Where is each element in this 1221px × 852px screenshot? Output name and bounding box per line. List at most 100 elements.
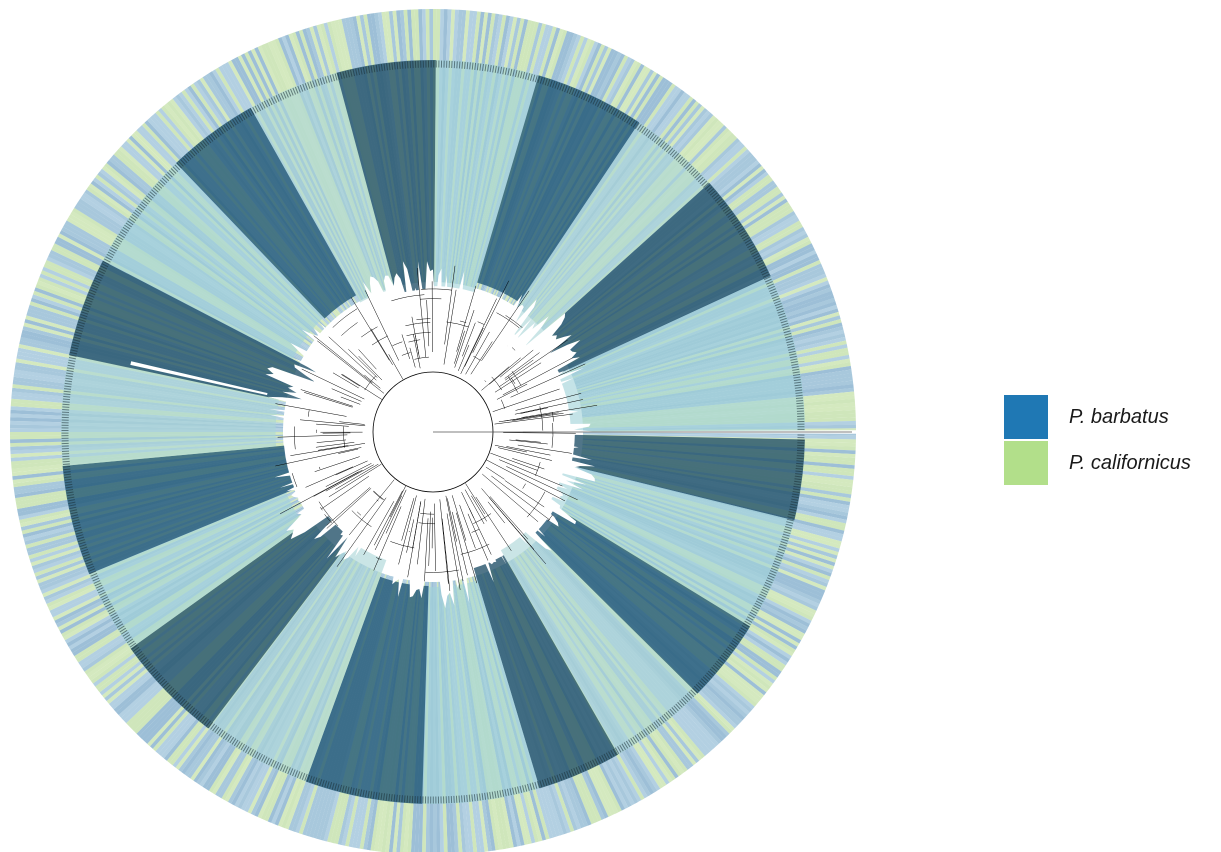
branch-line [467,513,489,561]
branch-arc [460,543,490,555]
branch-line [504,352,540,379]
branch-arc [320,507,323,511]
inner-white-area [265,261,598,609]
branch-arc [406,331,431,336]
branch-line [481,488,535,550]
branch-line [316,439,347,443]
clade-sector [500,527,698,755]
branch-line [428,511,431,566]
branch-arc [507,376,519,393]
branch-line [389,485,406,518]
branch-arc [375,557,382,561]
branch-line [471,495,487,522]
branch-line [364,290,400,361]
branch-line [489,496,529,540]
branch-line [406,519,415,553]
legend-swatch-californicus [1004,441,1048,485]
legend-swatch-barbatus [1004,395,1048,439]
branch-line [499,339,568,387]
branch-line [374,490,403,546]
branch-arc [390,541,415,549]
legend-label-californicus: P. californicus [1069,451,1191,474]
branch-line [517,444,572,454]
branch-line [458,344,470,372]
branch-arc [332,308,358,328]
legend-label-barbatus: P. barbatus [1069,405,1169,428]
branch-line [401,334,410,360]
branch-arc [414,356,429,360]
legend-item-californicus: P. californicus [1004,441,1191,485]
branch-arc [324,514,332,524]
branch-line [481,290,530,361]
branch-line [506,446,551,456]
branch-line [313,469,363,497]
branch-line [494,362,542,393]
branch-line [342,373,383,400]
branch-line [336,497,387,567]
clade-sector [557,275,805,432]
branch-line [504,359,534,381]
branch-arc [477,321,485,325]
branch-arc [372,491,383,500]
branch-line [325,464,374,492]
ring-segment [582,433,856,440]
branch-line [481,366,510,391]
branch-line [498,447,552,461]
branch-line [315,442,355,448]
branch-line [451,495,467,541]
branch-line [520,407,548,414]
clade-sector [477,75,640,303]
branch-line [496,383,528,400]
branch-arc [351,510,372,527]
branch-line [512,412,564,421]
branch-line [374,495,402,551]
branch-arc [391,294,425,302]
clade-sector [422,580,540,804]
branch-line [456,285,477,352]
branch-line [512,458,545,470]
branch-line [502,357,573,396]
branch-line [424,518,429,582]
branch-line [446,513,461,590]
branch-line [277,434,348,438]
branch-line [316,423,349,427]
branch-line [498,418,520,423]
branch-line [275,447,362,467]
branch-line [328,463,382,498]
branch-line [338,448,359,454]
branch-arc [425,569,459,573]
branch-arc [522,483,526,489]
branch-line [299,419,366,427]
branch-line [335,463,379,490]
branch-line [426,300,430,347]
branch-line [443,289,457,365]
branch-line [515,439,541,443]
branch-line [349,479,395,536]
left-gap [130,361,268,396]
branch-line [439,499,449,584]
branch-arc [420,512,434,515]
branch-line [340,396,361,405]
branch-arc [551,422,554,448]
branch-line [464,489,485,525]
branch-line [301,368,365,400]
branch-arc [401,352,411,356]
clade-sector [69,260,318,406]
branch-arc [552,412,554,422]
branch-line [350,297,390,361]
branch-line [275,403,347,417]
clade-sector [250,72,395,303]
branch-arc [526,491,546,518]
branch-line [503,432,576,434]
branch-arc [418,522,435,525]
branch-line [341,374,360,387]
branch-line [413,334,421,369]
branch-arc [510,377,516,384]
branch-line [332,372,359,389]
branch-arc [341,322,358,336]
clade-sector [208,540,387,782]
branch-line [510,363,586,398]
branch-line [454,330,465,364]
branch-arc [511,347,516,351]
clade-sector [549,464,795,627]
